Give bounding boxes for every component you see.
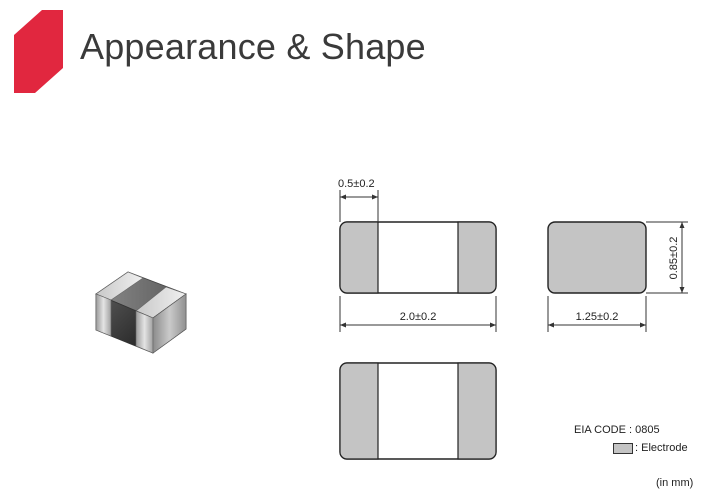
height-label: 0.85±0.2 <box>668 237 680 280</box>
electrode-width-label: 0.5±0.2 <box>338 178 375 190</box>
top-view <box>339 221 497 294</box>
width-dimension: 1.25±0.2 <box>547 296 647 332</box>
brand-logo-icon <box>14 10 63 93</box>
chip-3d-illustration <box>95 271 187 354</box>
length-dimension: 2.0±0.2 <box>339 296 497 332</box>
electrode-legend: : Electrode <box>613 442 688 454</box>
electrode-width-dimension: 0.5±0.2 <box>338 178 379 222</box>
eia-code-label: EIA CODE : 0805 <box>574 424 660 436</box>
page-title: Appearance & Shape <box>80 26 426 67</box>
length-label: 2.0±0.2 <box>400 311 437 323</box>
electrode-swatch <box>613 442 633 454</box>
height-dimension: 0.85±0.2 <box>646 221 688 294</box>
width-label: 1.25±0.2 <box>576 311 619 323</box>
electrode-legend-label: : Electrode <box>635 442 688 454</box>
side-view <box>547 221 647 294</box>
bottom-view <box>339 362 497 460</box>
units-note: (in mm) <box>656 477 694 489</box>
